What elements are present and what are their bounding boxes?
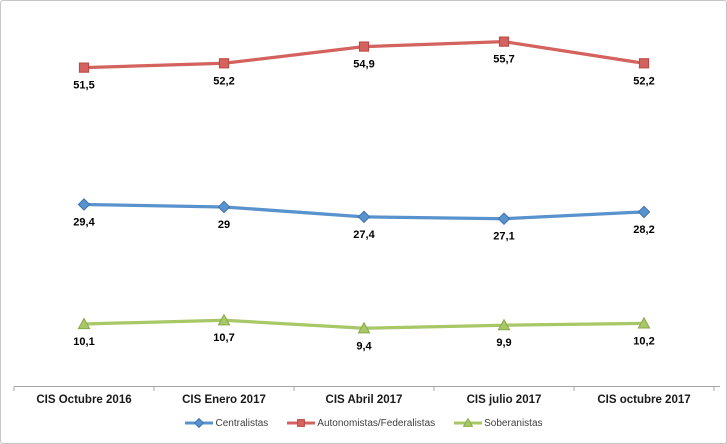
data-label: 29,4 [73,216,95,228]
square-marker-icon [498,36,510,47]
data-label: 9,4 [356,340,372,352]
square-marker-icon [297,419,306,427]
triangle-marker-icon [637,316,651,329]
square-marker-icon [638,58,650,69]
diamond-marker-icon [77,198,91,211]
data-label: 29 [218,219,230,231]
legend-item: Soberanistas [453,417,543,429]
data-label: 54,9 [353,59,374,71]
legend-item: Autonomistas/Federalistas [286,417,435,429]
legend-triangle-swatch-icon [454,417,483,427]
series-Soberanistas: 10,1 10,7 9,4 9,9 10,2 [73,313,655,352]
square-marker-icon [78,62,90,73]
triangle-marker-icon [462,417,474,427]
x-axis-label: CIS Enero 2017 [182,394,266,406]
triangle-marker-icon [497,318,511,331]
data-label: 28,2 [633,224,654,236]
legend-item: Centralistas [184,417,268,429]
data-label: 51,5 [73,80,94,92]
diamond-marker-icon [497,212,511,226]
diamond-marker-icon [194,417,205,429]
data-label: 10,1 [73,336,94,348]
triangle-marker-icon [357,321,371,334]
series-Autonomistas/Federalistas: 51,5 52,2 54,9 55,7 52,2 [73,36,655,92]
legend-square-swatch-icon [287,419,316,427]
legend-label: Soberanistas [484,417,543,429]
diamond-marker-icon [217,200,231,214]
x-axis-label: CIS octubre 2017 [597,394,690,406]
data-label: 9,9 [496,337,511,349]
diamond-marker-icon [637,205,651,219]
square-marker-icon [358,41,370,52]
series-Centralistas: 29,4 29 27,4 27,1 28,2 [73,198,655,243]
triangle-marker-icon [217,313,231,326]
data-label: 52,2 [633,75,654,87]
data-label: 27,1 [493,231,514,243]
data-label: 10,7 [213,332,234,344]
x-axis-label: CIS Octubre 2016 [36,394,131,406]
x-axis-label: CIS julio 2017 [467,394,542,406]
data-label: 55,7 [493,54,514,66]
square-marker-icon [218,58,230,69]
legend-diamond-swatch-icon [185,417,214,429]
data-label: 10,2 [633,335,654,347]
triangle-marker-icon [77,317,91,330]
x-axis-label: CIS Abril 2017 [326,394,403,406]
data-label: 52,2 [213,75,234,87]
legend-label: Centralistas [215,417,269,429]
diamond-marker-icon [357,210,371,224]
chart-legend: Centralistas Autonomistas/Federalistas Sob… [1,412,726,434]
legend-label: Autonomistas/Federalistas [317,417,436,429]
data-label: 27,4 [353,229,375,241]
